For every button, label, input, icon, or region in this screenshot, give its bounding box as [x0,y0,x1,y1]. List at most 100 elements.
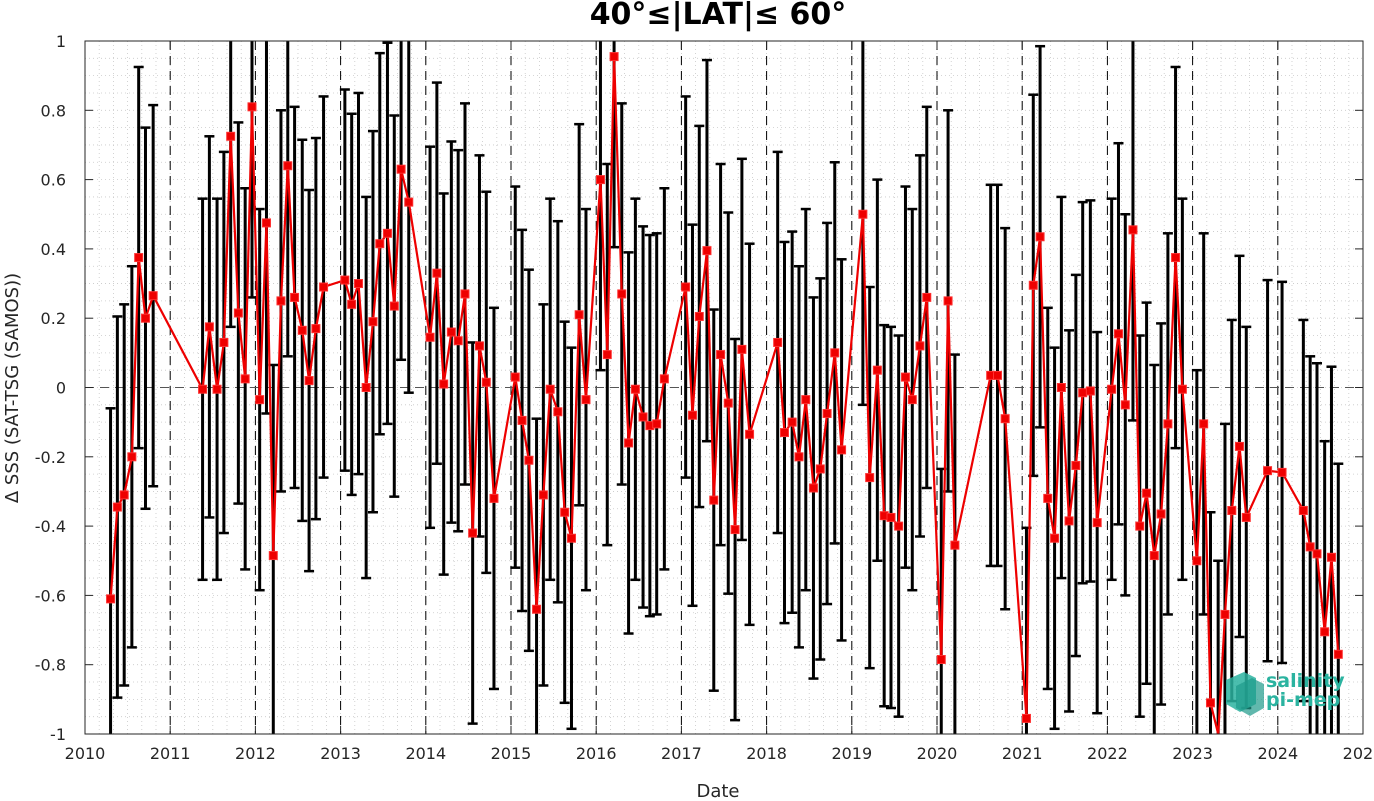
y-tick-label: 0.4 [41,240,66,259]
errorbar [1311,361,1322,734]
data-point [787,417,797,427]
data-point [474,341,484,351]
data-point [481,377,491,387]
x-tick-label: 2013 [320,744,361,763]
data-point [659,374,669,384]
data-point [709,495,719,505]
data-point [140,313,150,323]
data-point [915,341,925,351]
data-point [1171,253,1181,263]
data-point [297,325,307,335]
data-point [894,521,904,531]
data-point [1333,649,1343,659]
data-point [737,344,747,354]
data-point [1135,521,1145,531]
data-point [127,452,137,462]
data-point [858,209,868,219]
x-tick-label: 2011 [150,744,191,763]
data-point [1192,556,1202,566]
data-point [745,429,755,439]
data-point [261,218,271,228]
y-axis-title: Δ SSS (SAT-TSG (SAMOS)) [2,273,23,503]
errorbar [1213,559,1224,734]
data-point [837,445,847,455]
data-point [1320,627,1330,637]
data-point [1277,467,1287,477]
data-point [453,336,463,346]
data-point [517,415,527,425]
x-tick-label: 2022 [1087,744,1128,763]
data-point [545,384,555,394]
data-point [687,410,697,420]
data-point [773,337,783,347]
data-point [865,473,875,483]
data-point [779,428,789,438]
data-point [1205,698,1215,708]
data-point [1092,518,1102,528]
data-point [538,490,548,500]
y-tick-label: 0.2 [41,309,66,328]
data-point [1071,460,1081,470]
logo-line2: pi-mep [1266,689,1340,711]
y-tick-label: 1 [56,32,66,51]
data-point [119,490,129,500]
data-point [1142,488,1152,498]
data-point [581,395,591,405]
data-point [219,337,229,347]
data-point [1227,506,1237,516]
data-point [1263,466,1273,476]
data-point [134,253,144,263]
data-point [290,292,300,302]
data-point [268,551,278,561]
data-point [1021,713,1031,723]
x-tick-label: 2024 [1257,744,1298,763]
data-point [624,438,634,448]
errorbar [246,41,257,299]
data-point [396,164,406,174]
data-point [815,464,825,474]
data-point [595,175,605,185]
data-point [872,365,882,375]
errorbar [1319,439,1330,734]
y-tick-label: -0.2 [35,448,66,467]
data-point [198,384,208,394]
x-tick-label: 2018 [746,744,787,763]
data-point [1234,441,1244,451]
data-point [1056,383,1066,392]
y-tick-label: -0.8 [35,656,66,675]
x-tick-label: 2016 [576,744,617,763]
x-tick-label: 2017 [661,744,702,763]
data-point [1043,493,1053,503]
data-point [212,384,222,394]
data-point [204,322,214,332]
data-point [702,246,712,256]
data-point [112,502,122,512]
x-tick-label: 2025 [1343,744,1374,763]
data-point [1078,388,1088,398]
data-point [822,408,832,418]
data-point [1298,506,1308,516]
data-point [992,370,1002,380]
data-point [439,379,449,389]
x-tick-label: 2010 [65,744,106,763]
data-point [652,419,662,429]
x-tick-label: 2015 [491,744,532,763]
data-point [907,395,917,405]
data-point [638,412,648,422]
data-point [319,282,329,292]
data-point [489,493,499,503]
data-point [723,398,733,408]
data-point [1156,509,1166,519]
data-point [936,655,946,665]
data-point [226,131,236,141]
errorbar [1219,422,1230,734]
data-point [340,275,350,285]
data-point [446,327,456,337]
x-axis-title: Date [696,781,739,801]
data-point [1085,386,1095,396]
data-point [347,299,357,309]
data-point [694,311,704,321]
series-line [109,56,1340,735]
data-point [1050,533,1060,543]
